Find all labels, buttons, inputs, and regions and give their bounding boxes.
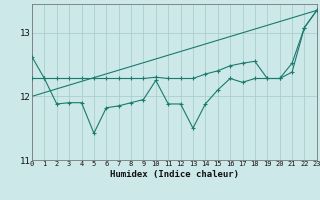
X-axis label: Humidex (Indice chaleur): Humidex (Indice chaleur) xyxy=(110,170,239,179)
